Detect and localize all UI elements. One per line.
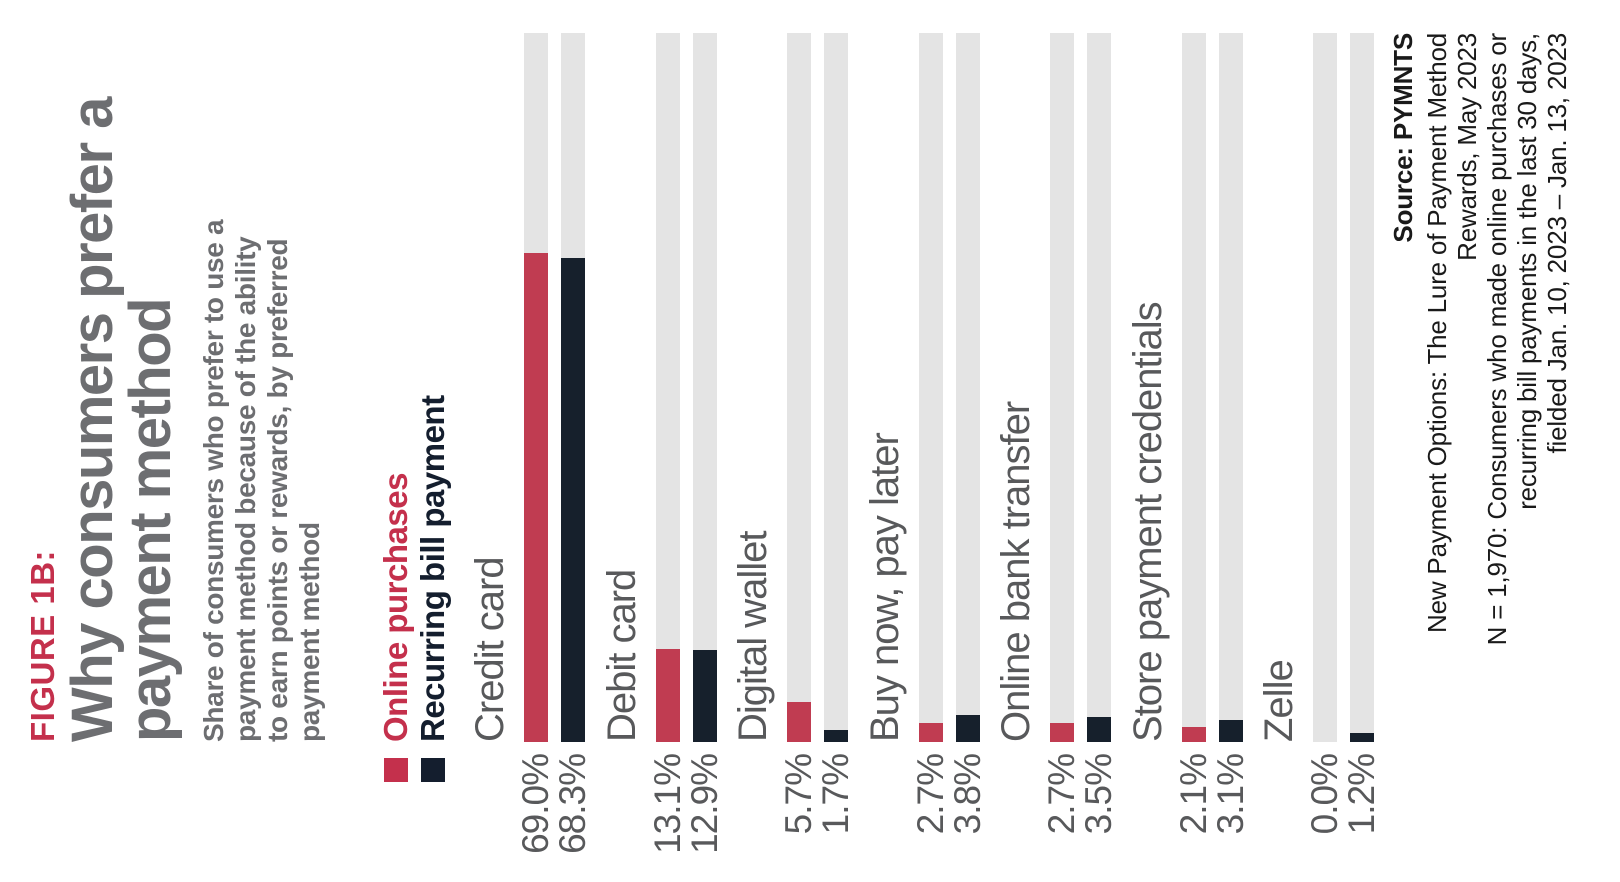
category-label: Credit card [468, 557, 512, 742]
bar-track [693, 33, 717, 742]
value-label: 3.5% [1078, 754, 1119, 835]
bar-fill [1219, 720, 1243, 742]
bar-track [824, 33, 848, 742]
value-label: 3.8% [947, 754, 988, 835]
bar-track [524, 33, 548, 742]
bar-fill [561, 257, 585, 742]
bar-fill [524, 252, 548, 742]
value-label: 69.0% [515, 754, 556, 854]
bar-track [656, 33, 680, 742]
bar-track [561, 33, 585, 742]
value-label: 2.1% [1173, 754, 1214, 835]
bar-fill [1087, 717, 1111, 742]
category-label: Online bank transfer [994, 401, 1038, 742]
bar-track [919, 33, 943, 742]
source-report-line-2: Rewards, May 2023 [1452, 33, 1482, 261]
category-label: Debit card [600, 569, 644, 742]
value-label: 3.1% [1210, 754, 1251, 835]
bar-fill [1050, 722, 1074, 742]
source-credit: Source: PYMNTS [1388, 33, 1418, 243]
bar-fill [1182, 727, 1206, 742]
value-label: 13.1% [647, 754, 688, 854]
bar-fill [693, 650, 717, 742]
bar-fill [919, 722, 943, 742]
source-report-line-1: New Payment Options: The Lure of Payment… [1422, 33, 1452, 633]
category-label: Digital wallet [731, 531, 775, 742]
category-label: Store payment credentials [1126, 302, 1170, 742]
bar-track [1313, 33, 1337, 742]
bar-track [1182, 33, 1206, 742]
bar-track [956, 33, 980, 742]
source-note: Source: PYMNTS New Payment Options: The … [1388, 33, 1572, 645]
value-label: 2.7% [1041, 754, 1082, 835]
bar-track [1087, 33, 1111, 742]
value-label: 68.3% [552, 754, 593, 854]
category-label: Buy now, pay later [863, 433, 907, 742]
bar-track [1050, 33, 1074, 742]
value-label: 5.7% [778, 754, 819, 835]
bar-track [1350, 33, 1374, 742]
value-label: 1.2% [1341, 754, 1382, 835]
source-sample-line-1: N = 1,970: Consumers who made online pur… [1482, 33, 1512, 646]
value-label: 1.7% [815, 754, 856, 835]
category-label: Zelle [1257, 660, 1301, 742]
bar-fill [656, 649, 680, 742]
bar-fill [956, 715, 980, 742]
value-label: 2.7% [910, 754, 951, 835]
bar-fill [1350, 733, 1374, 742]
bar-fill [824, 729, 848, 742]
value-label: 12.9% [684, 754, 725, 854]
bar-fill [787, 701, 811, 742]
bar-track [1219, 33, 1243, 742]
bar-track [787, 33, 811, 742]
source-sample-line-2: recurring bill payments in the last 30 d… [1512, 33, 1542, 510]
value-label: 0.0% [1304, 754, 1345, 835]
source-sample-line-3: fielded Jan. 10, 2023 – Jan. 13, 2023 [1542, 33, 1572, 454]
